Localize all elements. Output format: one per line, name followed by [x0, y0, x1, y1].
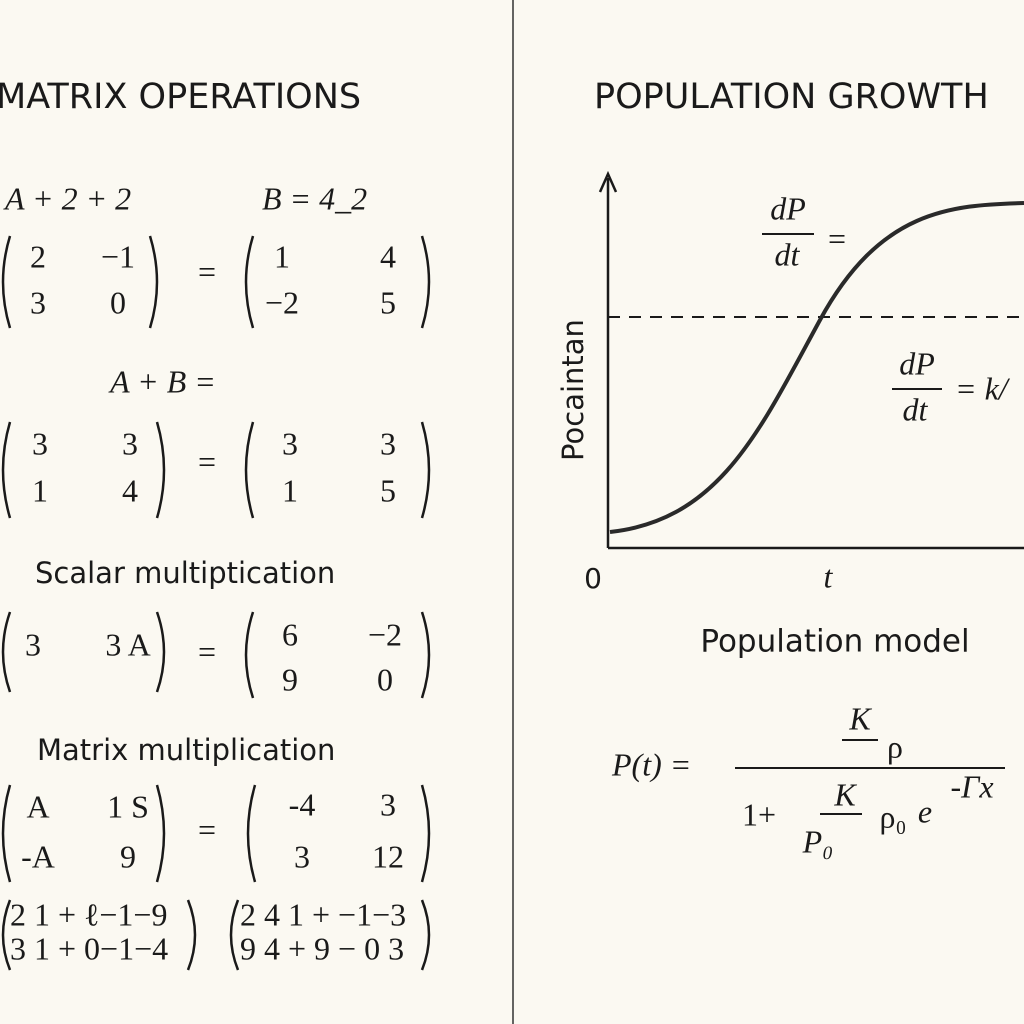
bracket — [155, 421, 166, 519]
matrix-entry: -4 — [289, 786, 316, 822]
matrix-entry: 3 — [282, 425, 298, 461]
header: A + 2 + 2 — [3, 180, 131, 216]
formula-k: K — [833, 776, 857, 812]
equals: = — [198, 253, 216, 289]
bracket — [420, 784, 431, 883]
left-panel: MATRIX OPERATIONS A + 2 + 2 B = 4_2 A + … — [0, 77, 431, 971]
caption: Population model — [700, 624, 969, 660]
matrix-entry: 3 — [25, 626, 41, 662]
label: A + B = — [108, 363, 216, 399]
formula-p0: P₀ — [802, 823, 834, 859]
formula-lhs: P(t) = — [611, 746, 691, 782]
bracket — [246, 784, 257, 883]
matrix-entry: 9 4 + 9 − 0 3 — [240, 930, 404, 966]
right-panel: POPULATION GROWTH Pocaintan dP dt = dP d… — [556, 77, 1024, 859]
matrix-entry: 2 1 + ℓ−1−9 — [10, 896, 167, 932]
bracket — [1, 421, 12, 519]
deriv-num: dP — [770, 190, 806, 226]
matrix-entry: 3 — [294, 838, 310, 874]
equals: = — [198, 443, 216, 479]
matrix-entry: −2 — [368, 616, 402, 652]
matrix-entry: 6 — [282, 616, 298, 652]
bracket — [1, 235, 12, 329]
bracket — [148, 235, 159, 329]
bracket — [244, 611, 255, 699]
matrix-entry: 3 1 + 0−1−4 — [10, 930, 168, 966]
matrix-entry: 12 — [372, 838, 404, 874]
matrix-entry: 3 — [30, 284, 46, 320]
matrix-entry: 2 — [30, 238, 46, 274]
matrix-entry: 0 — [377, 661, 393, 697]
curve — [609, 201, 1024, 534]
deriv-rest: = k/ — [955, 370, 1011, 406]
matrix-entry: 1 S — [107, 788, 149, 824]
bracket — [420, 899, 431, 971]
deriv-op: = — [828, 220, 846, 256]
deriv-num: dP — [899, 345, 935, 381]
bracket — [186, 899, 197, 971]
deriv-den: dt — [775, 236, 801, 272]
bracket — [229, 899, 240, 971]
matrix-entry: 9 — [120, 838, 136, 874]
title: POPULATION GROWTH — [594, 77, 989, 117]
origin: 0 — [584, 562, 602, 595]
formula-k: K — [848, 700, 872, 736]
matrix-entry: A — [26, 788, 49, 824]
bracket — [420, 421, 431, 519]
formula-one: 1+ — [742, 796, 776, 832]
bracket — [155, 611, 166, 693]
formula-e: e — [918, 793, 932, 829]
label: Matrix multiplication — [37, 733, 335, 767]
formula-rho: ρ — [887, 728, 903, 764]
axes — [598, 170, 1024, 550]
bracket — [1, 611, 12, 693]
bracket — [1, 784, 12, 883]
matrix-entry: 9 — [282, 661, 298, 697]
equals: = — [198, 633, 216, 669]
matrix-entry: 5 — [380, 472, 396, 508]
bracket — [420, 611, 431, 699]
formula-exp: -Γx — [950, 768, 993, 804]
bracket — [244, 235, 255, 329]
matrix-entry: 3 — [380, 786, 396, 822]
matrix-entry: 3 — [32, 425, 48, 461]
matrix-entry: 1 — [274, 238, 290, 274]
y-label: Pocaintan — [556, 319, 590, 461]
formula-rho0: ρ₀ — [879, 798, 906, 834]
matrix-entry: 4 — [380, 238, 396, 274]
bracket — [1, 899, 12, 971]
matrix-entry: 2 4 1 + −1−3 — [240, 896, 406, 932]
matrix-entry: -A — [21, 838, 55, 874]
matrix-entry: 3 — [122, 425, 138, 461]
matrix-entry: 5 — [380, 284, 396, 320]
bracket — [420, 235, 431, 329]
matrix-entry: −1 — [101, 238, 135, 274]
matrix-entry: 1 — [32, 472, 48, 508]
bracket — [155, 784, 166, 883]
x-label: t — [824, 558, 834, 594]
label: Scalar multiptication — [35, 556, 335, 590]
matrix-entry: 3 A — [105, 626, 150, 662]
header: B = 4_2 — [262, 180, 367, 216]
matrix-entry: −2 — [265, 284, 299, 320]
title: MATRIX OPERATIONS — [0, 77, 361, 117]
matrix-entry: 3 — [380, 425, 396, 461]
matrix-entry: 0 — [110, 284, 126, 320]
matrix-entry: 1 — [282, 472, 298, 508]
bracket — [244, 421, 255, 519]
deriv-den: dt — [903, 391, 929, 427]
equals: = — [198, 811, 216, 847]
matrix-entry: 4 — [122, 472, 138, 508]
